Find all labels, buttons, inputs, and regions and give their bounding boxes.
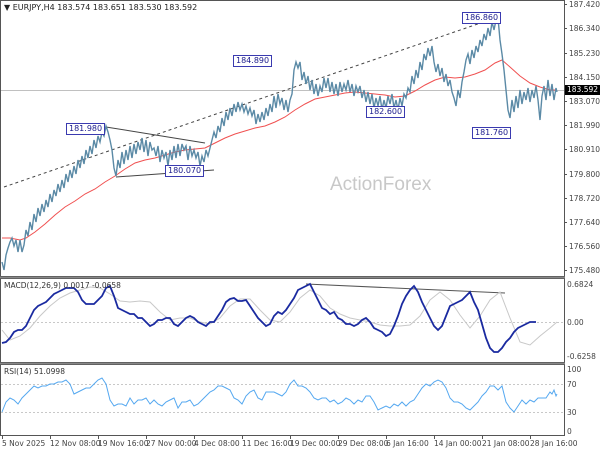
chart-header: ▼ EURJPY,H4 183.574 183.651 183.530 183.…: [4, 3, 197, 12]
price-tick: 187.420: [569, 0, 600, 9]
time-axis-ticks: [2, 435, 531, 439]
macd-tick: -0.6258: [567, 352, 596, 361]
annotation-label: 184.890: [233, 55, 273, 67]
collapse-arrow-icon[interactable]: ▼: [4, 3, 11, 12]
time-label: 19 Dec 00:00: [290, 439, 341, 448]
rsi-tick: 70: [567, 380, 577, 389]
price-axis: [564, 4, 567, 271]
price-tick: 183.070: [569, 97, 600, 106]
price-tick: 176.560: [569, 242, 600, 251]
price-tick: 177.640: [569, 218, 600, 227]
price-series: [1, 16, 558, 271]
time-label: 28 Jan 16:00: [530, 439, 578, 448]
price-tick: 184.150: [569, 73, 600, 82]
price-panel: [0, 0, 565, 277]
symbol-label: EURJPY,H4: [12, 3, 55, 12]
macd-panel: [0, 278, 565, 363]
price-tick: 178.720: [569, 194, 600, 203]
macd-line: [1, 282, 536, 353]
time-label: 29 Dec 08:00: [338, 439, 389, 448]
moving-average-line: [2, 59, 557, 241]
annotation-label: 182.600: [366, 106, 406, 118]
time-label: 5 Nov 2025: [2, 439, 45, 448]
annotation-label: 181.760: [472, 127, 512, 139]
annotation-label: 181.980: [66, 123, 106, 135]
rsi-tick: 30: [567, 408, 577, 417]
rsi-tick: 100: [567, 365, 582, 374]
time-label: 27 Nov 00:00: [146, 439, 197, 448]
watermark: ActionForex: [330, 174, 432, 195]
rsi-title: RSI(14) 51.0998: [4, 367, 65, 376]
ohlc-values: 183.574 183.651 183.530 183.592: [57, 3, 198, 12]
rsi-tick: 0: [567, 427, 572, 436]
macd-divergence-line: [305, 283, 506, 294]
time-label: 21 Jan 08:00: [482, 439, 530, 448]
time-label: 11 Dec 16:00: [242, 439, 293, 448]
price-tick: 185.230: [569, 49, 600, 58]
price-tick: 186.340: [569, 24, 600, 33]
time-label: 12 Nov 08:00: [50, 439, 101, 448]
price-tick: 179.800: [569, 170, 600, 179]
current-price-badge: 183.592: [565, 85, 600, 95]
macd-tick: 0.00: [567, 318, 584, 327]
rsi-panel: [0, 364, 565, 436]
price-axis-labels: 187.420 186.340 185.230 184.150 183.070 …: [567, 0, 600, 436]
time-label: 4 Dec 08:00: [194, 439, 240, 448]
price-tick: 175.480: [569, 266, 600, 275]
macd-signal-line: [1, 286, 558, 346]
triangle-upper-line: [105, 126, 206, 144]
time-axis-labels: 5 Nov 2025 12 Nov 08:00 19 Nov 16:00 27 …: [2, 439, 578, 448]
price-tick: 181.990: [569, 121, 600, 130]
time-label: 19 Nov 16:00: [98, 439, 149, 448]
price-tick: 180.910: [569, 145, 600, 154]
time-label: 6 Jan 16:00: [386, 439, 429, 448]
annotation-label: 180.070: [165, 165, 205, 177]
rsi-line: [1, 377, 558, 413]
macd-title: MACD(12,26,9) 0.0017 -0.0658: [4, 281, 121, 290]
time-label: 14 Jan 00:00: [434, 439, 482, 448]
annotation-label: 186.860: [462, 12, 502, 24]
macd-tick: 0.6824: [567, 280, 593, 289]
